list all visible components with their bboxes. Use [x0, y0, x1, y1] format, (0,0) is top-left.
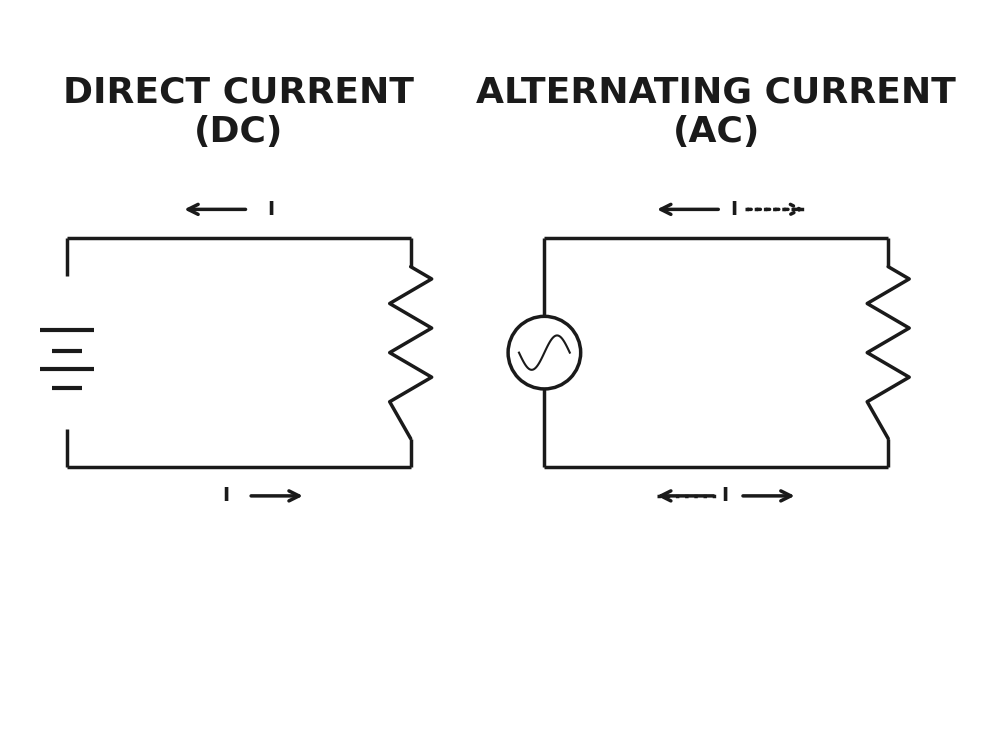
Text: I: I [267, 200, 275, 219]
Text: DIRECT CURRENT
(DC): DIRECT CURRENT (DC) [63, 75, 414, 149]
Text: I: I [222, 486, 229, 505]
Text: I: I [731, 200, 738, 219]
Text: ALTERNATING CURRENT
(AC): ALTERNATING CURRENT (AC) [476, 75, 956, 149]
Text: I: I [721, 486, 728, 505]
